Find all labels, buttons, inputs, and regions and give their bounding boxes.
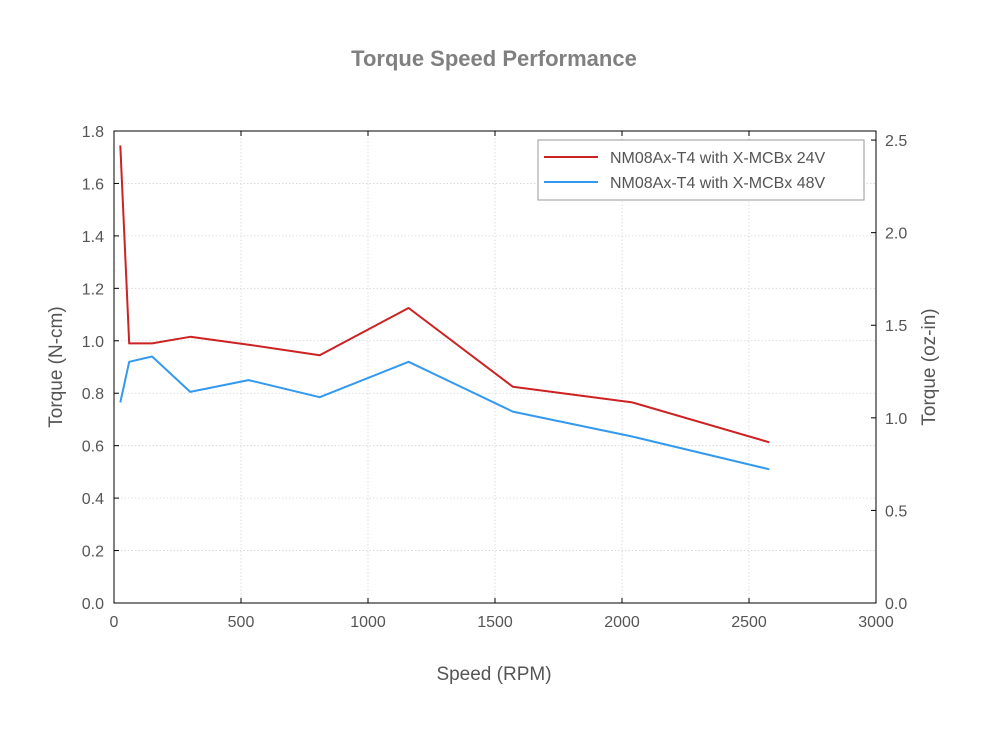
legend-entry-24v: NM08Ax-T4 with X-MCBx 24V (610, 150, 825, 167)
chart-title: Torque Speed Performance (351, 46, 637, 71)
x-tick-label: 2500 (731, 614, 767, 631)
y2-tick-label: 0.5 (885, 503, 907, 520)
y2-tick-label: 0.0 (885, 596, 907, 613)
ticks: 0 500 1000 1500 2000 2500 30000.00.20.40.60.81… (82, 124, 908, 631)
y-tick-label: 1.4 (82, 229, 104, 246)
y2-tick-label: 1.0 (885, 411, 907, 428)
y-tick-label: 0.2 (82, 544, 104, 561)
x-tick-label: 3000 (858, 614, 894, 631)
y-tick-label: 0.6 (82, 439, 104, 456)
legend-entry-48v: NM08Ax-T4 with X-MCBx 48V (610, 175, 825, 192)
legend: NM08Ax-T4 with X-MCBx 24V NM08Ax-T4 with… (537, 139, 865, 201)
x-tick-label: 2000 (604, 614, 640, 631)
y-tick-label: 0.0 (82, 596, 104, 613)
x-tick-label: 1000 (350, 614, 386, 631)
series-line-0 (119, 145, 770, 444)
x-tick-label: 0 (110, 614, 119, 631)
y2-tick-label: 2.0 (885, 226, 907, 243)
y2-tick-label: 2.5 (885, 133, 907, 150)
y-axis-label: Torque (N-cm) (46, 306, 67, 427)
series-lines (119, 145, 770, 471)
series-line-1 (119, 355, 770, 471)
y-tick-label: 1.2 (82, 281, 104, 298)
grid (114, 131, 876, 603)
y-tick-label: 1.8 (82, 124, 104, 141)
y-tick-label: 0.8 (82, 386, 104, 403)
x-tick-label: 1500 (477, 614, 513, 631)
y-tick-label: 1.6 (82, 176, 104, 193)
y2-tick-label: 1.5 (885, 318, 907, 335)
y-tick-label: 1.0 (82, 334, 104, 351)
legend-box (537, 139, 865, 201)
x-tick-label: 500 (228, 614, 255, 631)
y2-axis-label: Torque (oz-in) (919, 308, 940, 425)
x-axis-label: Speed (RPM) (436, 664, 551, 685)
y-tick-label: 0.4 (82, 491, 104, 508)
